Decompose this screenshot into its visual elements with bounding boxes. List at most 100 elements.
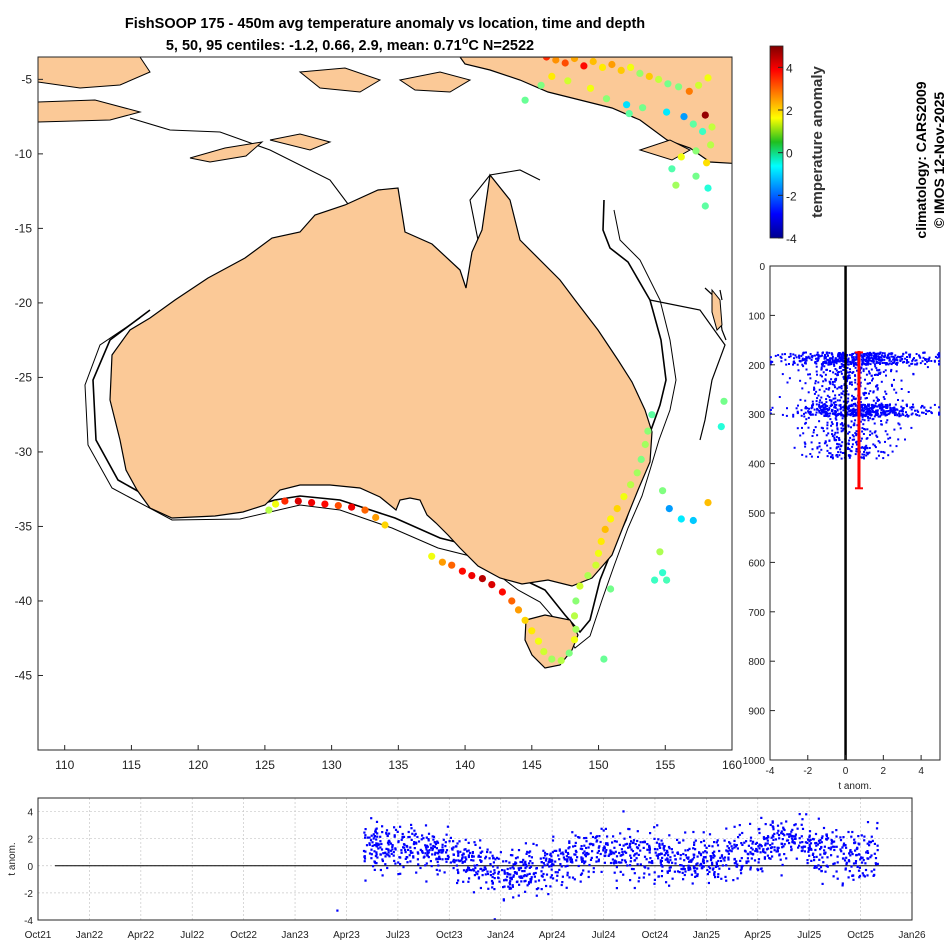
time-point [530,876,533,879]
depth-point [830,455,833,458]
time-point [514,857,518,860]
time-point [851,874,854,877]
depth-ytick-label: 800 [748,657,765,668]
depth-mean-marker [857,475,861,479]
time-point [554,871,557,874]
time-point [613,861,616,864]
depth-point [880,356,883,359]
colorbar-label: temperature anomaly [809,65,826,217]
time-point [545,873,549,876]
depth-point [921,411,923,414]
time-point [648,847,651,851]
depth-point [852,415,855,418]
time-point [370,848,373,851]
time-point [473,874,476,877]
time-point [812,852,815,855]
time-point [723,856,727,859]
time-point [413,829,416,832]
time-point [550,874,553,877]
time-point [448,840,451,843]
depth-point [799,379,802,382]
depth-point [877,372,880,375]
depth-point [888,352,891,355]
time-point [591,835,595,839]
depth-mean-marker [857,429,861,433]
time-point [824,870,827,873]
time-point [626,842,629,845]
depth-point [815,357,817,360]
time-point [636,830,639,833]
map-point [586,84,595,92]
time-point [480,860,483,863]
time-point [461,856,464,859]
time-point [622,853,625,856]
map-xtick-label: 125 [255,758,275,772]
time-point [612,835,615,838]
time-point [655,841,658,844]
time-point [667,861,670,864]
depth-point [830,357,832,360]
depth-point [803,358,806,361]
depth-mean-marker [857,424,861,428]
time-point [388,839,391,842]
depth-mean-marker [857,451,861,455]
depth-point [848,456,851,459]
time-point [813,859,816,862]
time-point [833,840,836,843]
time-point [368,843,371,846]
time-point [444,857,447,861]
time-point [757,861,760,864]
depth-point [826,449,829,452]
time-point [385,847,388,850]
depth-point [912,403,914,406]
time-point [438,856,441,859]
depth-xtick-label: 4 [918,766,924,777]
depth-point [848,374,851,377]
time-point [420,838,423,841]
depth-point [838,352,841,354]
depth-point [769,409,772,411]
depth-point [895,445,898,448]
depth-point [832,397,835,400]
time-point [712,856,715,859]
depth-point [855,430,858,433]
depth-mean-marker [857,422,861,426]
time-point [558,868,561,871]
depth-point [902,413,905,416]
time-point [597,849,600,852]
time-point [698,851,701,854]
map-point [381,521,389,529]
depth-point [846,413,849,416]
time-point [690,859,693,862]
time-point [692,867,696,870]
time-point [775,850,778,853]
depth-point [833,436,836,439]
time-point [854,841,857,844]
time-point [381,858,384,861]
time-point [467,880,470,883]
depth-point [834,397,837,400]
time-point [782,827,785,831]
depth-point [847,397,850,400]
time-point [489,851,492,854]
time-point [512,874,515,877]
time-point [603,845,606,848]
depth-xlabel: t anom. [838,781,871,792]
time-point [569,858,572,861]
depth-point [824,408,827,411]
time-point [791,839,794,842]
depth-point [863,404,866,407]
depth-point [842,375,845,378]
time-point [743,841,746,844]
time-point [410,827,413,830]
map-point [565,649,573,657]
time-point [381,859,384,863]
depth-point [809,410,812,413]
depth-point [924,363,927,365]
time-point [375,853,378,856]
time-point [556,871,559,874]
time-point [714,865,718,868]
map-ytick-label: -10 [15,147,33,161]
depth-point [796,363,799,366]
time-point [836,855,839,858]
